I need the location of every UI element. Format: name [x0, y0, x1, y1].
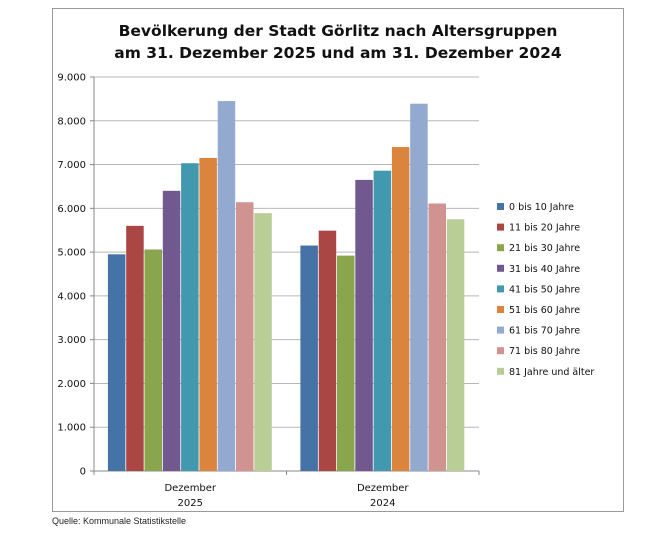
legend-label: 11 bis 20 Jahre: [509, 223, 580, 234]
bar-0-bis-10-jahre: [300, 245, 318, 471]
y-tick-label: 7.000: [57, 160, 86, 171]
legend-label: 21 bis 30 Jahre: [509, 243, 580, 254]
y-tick-label: 6.000: [57, 204, 86, 215]
x-tick-label: 2024: [370, 498, 395, 509]
chart-title: Bevölkerung der Stadt Görlitz nach Alter…: [52, 20, 624, 64]
legend-label: 51 bis 60 Jahre: [509, 305, 580, 316]
legend-swatch: [497, 347, 504, 355]
legend-swatch: [497, 285, 504, 293]
bar-71-bis-80-jahre: [428, 203, 446, 472]
bar-21-bis-30-jahre: [337, 255, 355, 471]
bar-51-bis-60-jahre: [199, 157, 217, 471]
y-tick-label: 9.000: [57, 73, 86, 84]
bar-11-bis-20-jahre: [318, 230, 337, 471]
legend-swatch: [497, 203, 504, 210]
legend-swatch: [497, 264, 504, 272]
bar-11-bis-20-jahre: [126, 225, 144, 471]
bar-81-jahre-und-älter: [254, 213, 272, 471]
title-line-1: Bevölkerung der Stadt Görlitz nach Alter…: [118, 22, 558, 40]
chart-frame: [52, 8, 624, 512]
title-line-2: am 31. Dezember 2025 und am 31. Dezember…: [114, 44, 562, 62]
legend-swatch: [497, 223, 504, 231]
legend-label: 61 bis 70 Jahre: [509, 326, 580, 337]
y-tick-label: 2.000: [57, 379, 86, 390]
legend-label: 71 bis 80 Jahre: [509, 346, 580, 357]
x-tick-label: 2025: [178, 498, 203, 509]
bar-51-bis-60-jahre: [391, 147, 410, 472]
bar-71-bis-80-jahre: [236, 202, 254, 471]
legend-label: 0 bis 10 Jahre: [509, 202, 574, 213]
y-tick-label: 8.000: [57, 116, 86, 127]
bar-31-bis-40-jahre: [355, 179, 373, 471]
y-tick-label: 5.000: [57, 248, 86, 259]
bar-21-bis-30-jahre: [144, 249, 162, 471]
bar-31-bis-40-jahre: [162, 190, 181, 472]
legend-label: 31 bis 40 Jahre: [509, 264, 580, 275]
bar-81-jahre-und-älter: [446, 219, 465, 471]
y-tick-label: 3.000: [57, 335, 86, 346]
legend-label: 41 bis 50 Jahre: [509, 284, 580, 295]
y-tick-label: 4.000: [57, 291, 86, 302]
legend-swatch: [497, 306, 504, 313]
bar-61-bis-70-jahre: [217, 101, 236, 472]
legend-label: 81 Jahre und älter: [509, 367, 594, 378]
bar-0-bis-10-jahre: [107, 254, 126, 471]
y-tick-label: 0: [80, 467, 86, 478]
bar-61-bis-70-jahre: [410, 103, 428, 472]
legend-swatch: [497, 326, 504, 334]
legend-swatch: [497, 244, 504, 252]
bar-41-bis-50-jahre: [181, 163, 199, 471]
y-tick-label: 1.000: [57, 423, 86, 434]
bar-41-bis-50-jahre: [373, 170, 392, 471]
x-tick-label: Dezember: [357, 483, 409, 494]
x-tick-label: Dezember: [164, 483, 216, 494]
source-note: Quelle: Kommunale Statistikstelle: [52, 516, 187, 526]
legend-swatch: [497, 367, 504, 375]
